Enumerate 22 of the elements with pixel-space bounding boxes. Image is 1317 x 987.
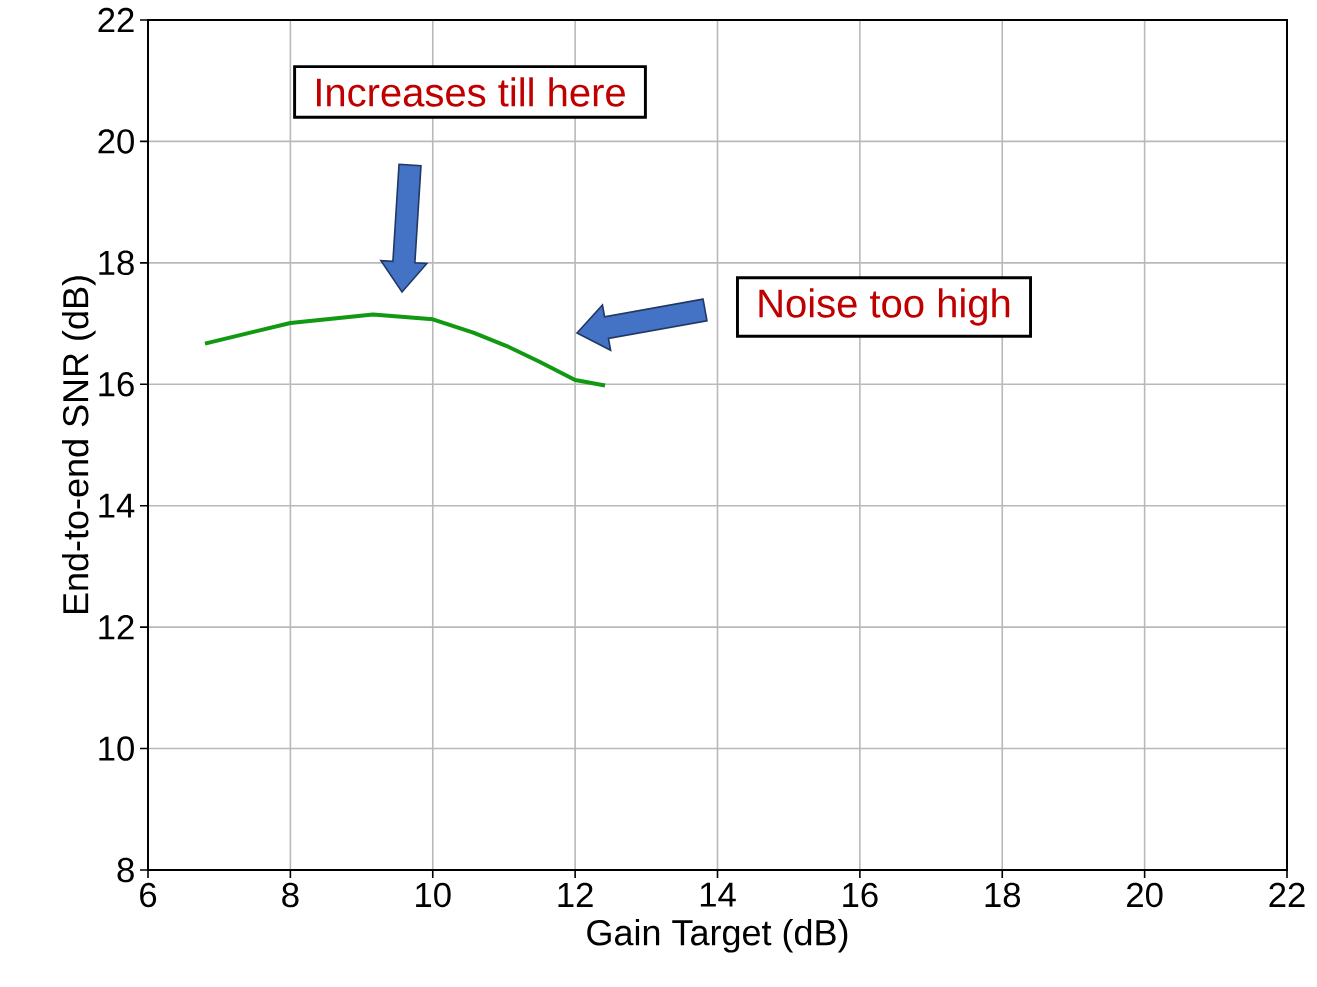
x-tick-label: 18 [985,882,1021,908]
x-tick-label: 16 [843,882,878,908]
y-tick-label: 14 [99,493,135,518]
annotation: Noise too high [759,288,1010,326]
y-axis-title: End-to-end SNR (dB) [62,276,96,614]
y-tick-label: 8 [117,857,134,883]
x-tick-label: 6 [140,882,157,908]
y-tick-label: 12 [99,615,134,640]
x-tick-label: 8 [282,882,299,908]
y-tick-label: 18 [99,250,134,276]
x-tick-label: 20 [1127,882,1163,908]
line-series [202,312,608,388]
x-tick-label: 12 [558,882,593,907]
y-tick-label: 10 [99,736,134,761]
x-axis-title: Gain Target (dB) [587,919,848,953]
annotation: Increases till here [316,77,625,107]
x-tick-label: 14 [700,882,736,907]
x-tick-label: 22 [1269,882,1305,907]
y-tick-label: 22 [98,7,134,33]
x-tick-label: 10 [416,882,451,908]
y-tick-label: 16 [99,371,134,397]
y-tick-label: 20 [98,129,134,154]
